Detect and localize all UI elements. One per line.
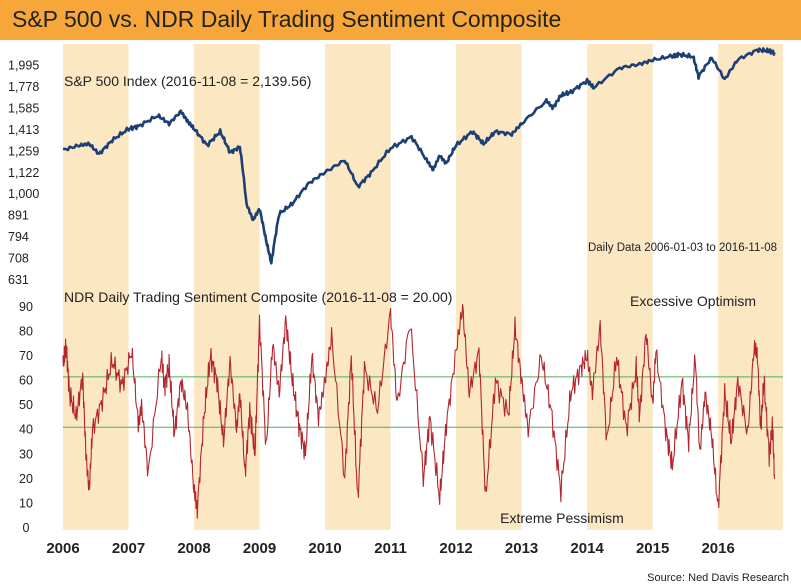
title-bar: S&P 500 vs. NDR Daily Trading Sentiment … <box>0 0 801 40</box>
x-axis-year-label: 2014 <box>570 540 604 557</box>
x-axis-year-label: 2008 <box>177 540 210 557</box>
sentiment-ytick-label: 50 <box>19 398 33 412</box>
sp500-ytick-label: 1,259 <box>8 144 39 158</box>
sentiment-ytick-label: 70 <box>19 349 33 363</box>
x-axis-year-label: 2007 <box>112 540 145 557</box>
sentiment-ytick-label: 0 <box>23 521 30 535</box>
sp500-ytick-label: 631 <box>8 273 29 287</box>
shade-band-2006 <box>63 44 129 530</box>
x-axis-year-label: 2015 <box>636 540 669 557</box>
shade-band-2016 <box>718 44 783 530</box>
sp500-ytick-label: 1,122 <box>8 166 39 180</box>
sentiment-ytick-label: 80 <box>19 324 33 338</box>
sp500-ytick-label: 1,585 <box>8 101 39 115</box>
sp500-ytick-label: 1,778 <box>8 80 39 94</box>
sentiment-ytick-label: 20 <box>19 472 33 486</box>
sp500-ytick-label: 1,413 <box>8 123 39 137</box>
source-note: Source: Ned Davis Research <box>647 572 789 584</box>
sentiment-ytick-label: 30 <box>19 447 33 461</box>
x-axis-year-label: 2010 <box>308 540 341 557</box>
x-axis-year-label: 2006 <box>46 540 79 557</box>
x-axis-year-label: 2011 <box>374 540 407 557</box>
shade-band-2014 <box>587 44 653 530</box>
x-axis-year-label: 2009 <box>243 540 276 557</box>
sentiment-ytick-label: 10 <box>19 496 33 510</box>
sp500-ytick-label: 1,000 <box>8 187 39 201</box>
sentiment-line <box>62 303 776 519</box>
sp500-ytick-label: 708 <box>8 252 29 266</box>
x-axis-year-label: 2016 <box>701 540 734 557</box>
x-axis-year-label: 2013 <box>505 540 538 557</box>
sentiment-ytick-label: 60 <box>19 374 33 388</box>
date-range-note: Daily Data 2006-01-03 to 2016-11-08 <box>588 242 777 254</box>
sentiment-series-label: NDR Daily Trading Sentiment Composite (2… <box>64 289 452 305</box>
shade-band-2008 <box>194 44 260 530</box>
x-axis-year-label: 2012 <box>439 540 472 557</box>
sp500-series-label: S&P 500 Index (2016-11-08 = 2,139.56) <box>64 73 311 89</box>
extreme-pessimism-label: Extreme Pessimism <box>500 510 624 526</box>
sp500-ytick-label: 794 <box>8 230 29 244</box>
sp500-line <box>62 47 776 265</box>
sp500-ytick-label: 891 <box>8 209 29 223</box>
sentiment-ytick-label: 90 <box>19 300 33 314</box>
chart-title: S&P 500 vs. NDR Daily Trading Sentiment … <box>12 6 562 32</box>
excessive-optimism-label: Excessive Optimism <box>630 293 756 309</box>
sentiment-ytick-label: 40 <box>19 423 33 437</box>
shade-band-2010 <box>325 44 391 530</box>
sp500-ytick-label: 1,995 <box>8 59 39 73</box>
